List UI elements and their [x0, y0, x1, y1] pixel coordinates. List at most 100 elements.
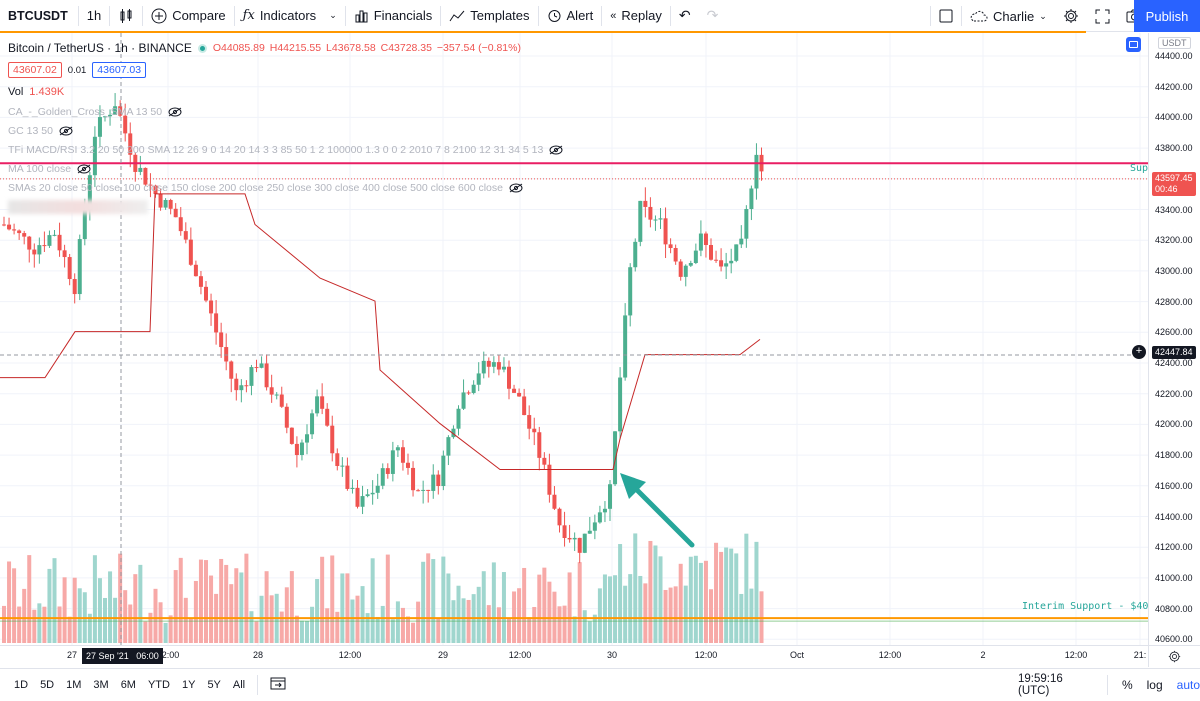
time-axis[interactable]: 27 12:00 28 12:00 29 12:00 30 12:00 Oct 12:00 2 12:… [0, 645, 1148, 667]
low-value: L43678.58 [326, 42, 376, 54]
candle-body [527, 415, 532, 429]
indicators-button[interactable]: ƒx Indicators ⌄ [235, 0, 345, 32]
settings-button[interactable] [1055, 0, 1087, 32]
candle-body [390, 450, 395, 474]
volume-bar [259, 595, 264, 643]
hidden-eye-icon[interactable] [59, 126, 73, 136]
volume-bar [254, 621, 259, 643]
range-button-1d[interactable]: 1D [14, 678, 29, 691]
go-to-date-button[interactable] [264, 676, 292, 693]
volume-value: 1.439K [29, 86, 65, 98]
volume-bar [496, 607, 501, 643]
publish-button[interactable]: Publish [1134, 0, 1200, 32]
volume-bar [698, 562, 703, 643]
candle-body [82, 210, 87, 240]
fullscreen-button[interactable] [1087, 0, 1118, 32]
candle-body [32, 249, 37, 255]
hidden-eye-icon[interactable] [77, 164, 91, 174]
range-button-5y[interactable]: 5Y [207, 678, 221, 691]
candle-body [193, 264, 198, 277]
volume-bar [198, 559, 203, 643]
templates-button[interactable]: Templates [441, 0, 537, 32]
volume-bar [32, 609, 37, 643]
chart-legend: Bitcoin / TetherUS · 1h · BINANCE O44085… [8, 38, 563, 214]
range-button-5d[interactable]: 5D [40, 678, 55, 691]
candle-body [274, 394, 279, 396]
volume-bar [608, 576, 612, 643]
candle-body [269, 387, 274, 395]
volume-bar [501, 572, 506, 643]
price-tick-label: 42600.00 [1155, 327, 1193, 338]
hidden-eye-icon[interactable] [168, 107, 182, 117]
maximize-pane-button[interactable] [1126, 37, 1141, 52]
volume-bar [87, 613, 92, 643]
range-button-3m[interactable]: 3M [93, 678, 109, 691]
candle-body [542, 457, 547, 465]
hidden-eye-icon[interactable] [549, 145, 563, 155]
volume-bar [400, 607, 405, 643]
candle-body [703, 233, 708, 246]
auto-scale-toggle[interactable]: auto [1176, 678, 1200, 692]
volume-bar [613, 575, 618, 643]
candle-body [648, 206, 653, 220]
replay-button[interactable]: « Replay [602, 0, 670, 32]
rewind-icon: « [610, 9, 617, 22]
chart-canvas[interactable] [0, 33, 1148, 645]
time-tick-label: 12:00 [694, 650, 718, 660]
chart-pane[interactable]: Bitcoin / TetherUS · 1h · BINANCE O44085… [0, 33, 1148, 645]
currency-label[interactable]: USDT [1158, 37, 1191, 49]
volume-bar [527, 617, 532, 643]
alert-button[interactable]: Alert [539, 0, 602, 32]
volume-bar [446, 573, 451, 643]
time-tick-label: Oct [789, 650, 805, 660]
chevron-down-icon: ⌄ [1039, 10, 1047, 21]
volume-bar [734, 553, 739, 643]
range-button-1m[interactable]: 1M [66, 678, 82, 691]
volume-bar [17, 606, 22, 643]
candle-body [582, 533, 587, 553]
crosshair-time-badge: 27 Sep '21 06:00 [82, 648, 163, 664]
price-axis[interactable]: USDT 44400.0044200.0044000.0043800.00436… [1132, 33, 1200, 645]
time-axis-settings-button[interactable] [1148, 645, 1200, 667]
utc-clock[interactable]: 19:59:16 (UTC) [1018, 673, 1063, 697]
ask-price[interactable]: 43607.03 [92, 62, 147, 78]
compare-button[interactable]: Compare [143, 0, 233, 32]
candle-body [158, 193, 163, 208]
close-value: C43728.35 [380, 42, 432, 54]
volume-bar [128, 604, 133, 643]
crosshair-add-button[interactable]: + [1132, 345, 1146, 359]
candle-body [264, 363, 269, 388]
chart-type-button[interactable] [110, 0, 142, 32]
percent-scale-toggle[interactable]: % [1121, 678, 1133, 692]
price-tick-label: 43400.00 [1155, 204, 1193, 215]
range-button-1y[interactable]: 1Y [181, 678, 196, 691]
user-layout-button[interactable]: Charlie ⌄ [962, 0, 1055, 32]
volume-bar [537, 574, 542, 643]
undo-button[interactable]: ↶ [671, 0, 699, 32]
hidden-eye-icon[interactable] [509, 183, 523, 193]
candle-body [683, 265, 688, 277]
range-button-all[interactable]: All [232, 678, 246, 691]
redo-button[interactable]: ↷ [699, 0, 727, 32]
financials-button[interactable]: Financials [346, 0, 441, 32]
compare-label: Compare [172, 8, 226, 23]
range-button-ytd[interactable]: YTD [147, 678, 170, 691]
bid-ask-row: 43607.02 0.01 43607.03 [8, 58, 563, 82]
symbol-search[interactable]: BTCUSDT [8, 8, 68, 23]
range-button-6m[interactable]: 6M [120, 678, 136, 691]
volume-bar [633, 533, 638, 643]
layout-button[interactable] [931, 0, 961, 32]
volume-bar [52, 558, 57, 643]
candle-body [653, 219, 658, 221]
top-toolbar: BTCUSDT 1h Compare ƒx Indicators ⌄ Finan… [0, 0, 1200, 32]
volume-bar [744, 533, 749, 643]
bid-price[interactable]: 43607.02 [8, 62, 62, 78]
indicator-name: SMAs 20 close 50 close 100 close 150 clo… [8, 181, 503, 194]
candle-body [471, 384, 476, 393]
log-scale-toggle[interactable]: log [1146, 678, 1163, 692]
candle-body [421, 489, 426, 491]
interval-button[interactable]: 1h [86, 8, 102, 23]
high-value: H44215.55 [269, 42, 322, 54]
divider [344, 5, 346, 26]
candle-body [315, 396, 320, 414]
